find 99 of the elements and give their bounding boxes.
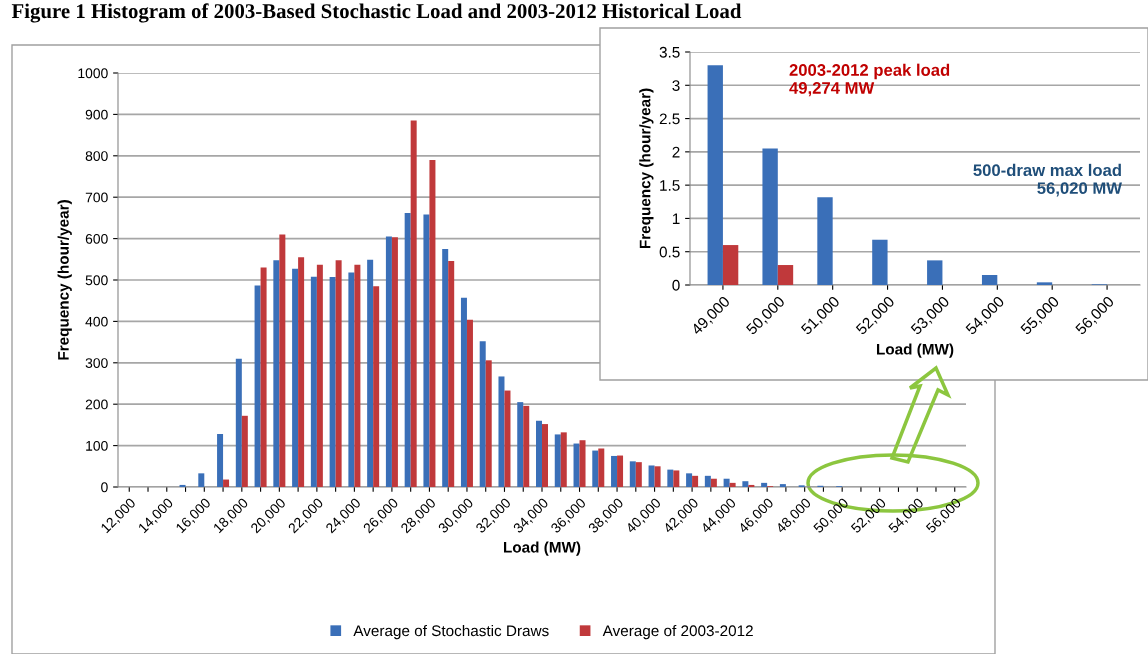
- bar: [686, 473, 693, 487]
- y-tick-label: 900: [85, 109, 108, 120]
- bar: [761, 482, 768, 487]
- y-tick-label: 200: [85, 399, 108, 410]
- chart-title: Figure 1 Histogram of 2003-Based Stochastic Load and 2003-2012 Historical Load: [11, 3, 742, 23]
- bar: [762, 148, 778, 285]
- bar: [385, 236, 392, 487]
- bar: [448, 260, 455, 487]
- y-tick-label: 600: [85, 233, 108, 244]
- bar: [485, 360, 492, 487]
- bar: [298, 257, 305, 487]
- bar: [560, 432, 567, 487]
- bar: [292, 268, 299, 487]
- bar: [598, 448, 605, 487]
- bar: [523, 405, 530, 487]
- bar: [442, 248, 449, 487]
- bar: [179, 484, 186, 487]
- annotation: 500-draw max load 56,020 MW: [973, 163, 1122, 197]
- bar: [542, 424, 548, 487]
- y-tick-label: 700: [85, 192, 108, 203]
- bar: [723, 478, 730, 487]
- y-tick-label: 100: [86, 440, 108, 451]
- bar: [629, 461, 636, 487]
- bar: [617, 455, 624, 487]
- bar: [611, 455, 618, 487]
- bar: [722, 245, 739, 285]
- bar: [579, 440, 586, 487]
- bar: [391, 237, 398, 487]
- bar: [404, 212, 411, 487]
- bar: [710, 478, 717, 487]
- bar: [316, 264, 323, 487]
- bar: [872, 239, 888, 285]
- bar: [667, 469, 674, 487]
- bar: [354, 264, 361, 487]
- bar: [273, 260, 280, 487]
- bar: [217, 434, 224, 487]
- bar: [517, 402, 524, 487]
- bar: [367, 259, 374, 487]
- bar: [498, 376, 505, 487]
- bar: [310, 276, 317, 487]
- bar: [981, 275, 998, 285]
- x-axis-title: Load (MW): [503, 541, 581, 556]
- bar: [648, 465, 655, 487]
- bar: [554, 434, 561, 487]
- bar: [479, 341, 486, 487]
- annotation: 2003-2012 peak load 49,274 MW: [789, 63, 950, 97]
- bar: [742, 481, 749, 487]
- bar: [373, 286, 380, 487]
- bar: [410, 120, 417, 487]
- bar: [635, 462, 642, 487]
- bar: [673, 470, 680, 487]
- y-tick-label: 0.5: [659, 246, 680, 258]
- y-tick-label: 1.5: [660, 180, 680, 191]
- bar: [198, 473, 205, 487]
- bar: [692, 475, 699, 487]
- y-tick-label: 0: [672, 279, 680, 291]
- bar: [223, 479, 230, 487]
- bar: [1036, 282, 1053, 285]
- y-tick-label: 2: [672, 146, 680, 158]
- y-tick-label: 1000: [78, 68, 108, 79]
- bar: [817, 197, 833, 285]
- y-axis-title: Frequency (hour/year): [57, 200, 72, 360]
- bar: [573, 443, 580, 487]
- bar: [748, 484, 755, 487]
- bar: [254, 285, 261, 487]
- y-tick-label: 400: [85, 316, 108, 327]
- bar: [279, 234, 286, 487]
- bar: [335, 260, 342, 487]
- bar: [260, 267, 267, 487]
- y-axis-title: Frequency (hour/year): [639, 88, 654, 249]
- y-tick-label: 1: [672, 213, 680, 224]
- bar: [423, 214, 430, 487]
- bar: [348, 272, 355, 487]
- bar: [329, 277, 336, 487]
- y-tick-label: 500: [85, 275, 108, 286]
- y-tick-label: 3: [672, 80, 680, 91]
- bar: [654, 466, 661, 487]
- bar: [707, 65, 723, 285]
- legend-label: Average of 2003-2012: [602, 624, 753, 640]
- y-tick-label: 800: [85, 151, 108, 161]
- bar: [704, 475, 711, 487]
- y-tick-label: 2.5: [659, 113, 680, 125]
- bar: [460, 297, 467, 487]
- y-tick-label: 300: [85, 358, 108, 368]
- bar: [777, 265, 794, 285]
- bar: [592, 450, 599, 487]
- y-tick-label: 3.5: [659, 46, 680, 58]
- bar: [241, 415, 248, 487]
- bar: [536, 420, 542, 487]
- x-axis-title: Load (MW): [876, 343, 954, 358]
- bar: [466, 319, 473, 487]
- bar: [927, 260, 943, 285]
- bar: [429, 159, 436, 487]
- y-tick-label: 0: [101, 482, 108, 493]
- bar: [729, 482, 736, 487]
- bar: [779, 484, 786, 487]
- legend-label: Average of Stochastic Draws: [353, 624, 549, 640]
- bar: [504, 390, 511, 487]
- bar: [235, 358, 242, 487]
